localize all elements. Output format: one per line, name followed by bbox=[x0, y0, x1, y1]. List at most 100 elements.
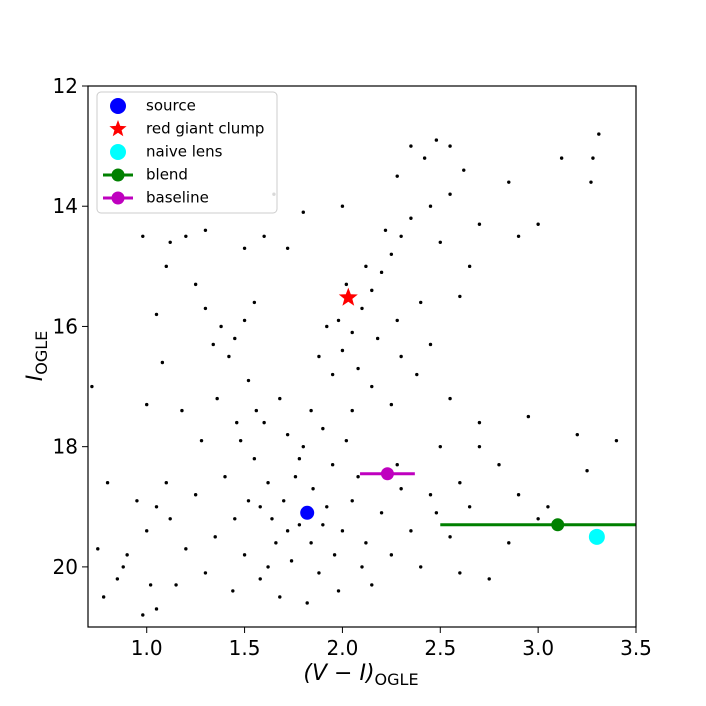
star-point bbox=[199, 438, 204, 443]
star-point bbox=[536, 517, 540, 521]
star-point bbox=[370, 384, 374, 389]
star-point bbox=[409, 144, 413, 148]
star-point bbox=[409, 216, 413, 220]
star-point bbox=[467, 264, 472, 269]
star-point bbox=[344, 282, 349, 287]
star-point bbox=[154, 505, 159, 509]
star-point bbox=[350, 408, 354, 413]
star-point bbox=[370, 288, 374, 293]
star-point bbox=[246, 378, 251, 383]
y-axis-label: IOGLE bbox=[23, 331, 51, 382]
star-point bbox=[309, 408, 313, 413]
y-tick-label: 20 bbox=[53, 555, 78, 579]
star-point bbox=[154, 607, 159, 611]
star-point bbox=[233, 336, 237, 341]
star-point bbox=[370, 583, 374, 587]
star-point bbox=[258, 505, 262, 509]
star-point bbox=[321, 426, 325, 431]
star-point bbox=[325, 324, 329, 329]
star-point bbox=[332, 553, 337, 557]
star-point bbox=[340, 348, 345, 353]
x-tick-label: 2.0 bbox=[327, 636, 359, 660]
star-point bbox=[344, 438, 349, 443]
star-point bbox=[321, 523, 325, 527]
ticks: 1.0 1.5 2.0 2.5 3.0 3.5 12 14 16 18 20 bbox=[53, 74, 652, 660]
star-point bbox=[419, 300, 423, 305]
star-point bbox=[409, 529, 413, 533]
star-point bbox=[278, 396, 282, 401]
star-point bbox=[462, 168, 466, 172]
star-point bbox=[399, 487, 403, 491]
star-point bbox=[507, 541, 511, 545]
axes-frame bbox=[87, 85, 637, 628]
star-point bbox=[325, 505, 329, 509]
star-point bbox=[448, 144, 452, 148]
star-point bbox=[428, 493, 433, 497]
star-point bbox=[274, 541, 278, 545]
star-point bbox=[293, 475, 298, 479]
star-point bbox=[350, 330, 354, 335]
star-point bbox=[227, 354, 231, 359]
star-point bbox=[297, 523, 302, 527]
star-point bbox=[168, 517, 172, 521]
star-point bbox=[591, 156, 595, 160]
star-point bbox=[160, 360, 165, 365]
errorbar-marker bbox=[380, 467, 394, 481]
star-point bbox=[184, 234, 188, 238]
x-tick-label: 1.0 bbox=[131, 636, 163, 660]
star-point bbox=[477, 222, 482, 226]
star-point bbox=[278, 595, 282, 599]
star-point bbox=[575, 432, 579, 437]
star-point bbox=[246, 499, 251, 503]
star-point bbox=[141, 613, 145, 617]
star-point bbox=[184, 547, 188, 551]
star-point bbox=[467, 505, 472, 509]
legend-label: source bbox=[146, 97, 196, 115]
legend-box bbox=[96, 91, 278, 214]
star-point bbox=[399, 354, 403, 359]
star-point bbox=[340, 529, 345, 533]
x-label-main: (V − I) bbox=[303, 661, 374, 686]
star-point bbox=[438, 444, 442, 449]
star-point bbox=[282, 499, 286, 503]
star-point bbox=[330, 372, 335, 377]
y-tick-label: 12 bbox=[53, 74, 78, 98]
star-point bbox=[383, 228, 388, 232]
star-point bbox=[285, 246, 290, 250]
star-point bbox=[507, 180, 511, 184]
star-point bbox=[301, 210, 305, 214]
star-point bbox=[242, 246, 247, 250]
star-point bbox=[285, 529, 290, 533]
star-point bbox=[448, 192, 452, 196]
star-point bbox=[546, 505, 550, 509]
star-point bbox=[154, 312, 159, 317]
star-point bbox=[516, 493, 521, 497]
x-tick-label: 1.5 bbox=[229, 636, 261, 660]
star-point bbox=[289, 559, 294, 563]
star-point bbox=[238, 438, 243, 443]
star-point bbox=[164, 481, 168, 485]
star-point bbox=[231, 589, 235, 593]
legend-label: naive lens bbox=[146, 143, 223, 161]
star-point bbox=[145, 529, 149, 533]
star-point bbox=[330, 463, 335, 467]
y-tick-label: 18 bbox=[53, 435, 78, 459]
star-point bbox=[148, 583, 153, 587]
y-label-sub: OGLE bbox=[32, 331, 51, 375]
plot-area bbox=[90, 132, 636, 617]
star-point bbox=[477, 444, 482, 449]
star-point bbox=[252, 300, 257, 305]
star-point bbox=[375, 336, 380, 341]
point-marker bbox=[588, 528, 605, 545]
star-point bbox=[135, 499, 139, 503]
y-tick-label: 14 bbox=[53, 194, 78, 218]
y-tick-label: 16 bbox=[53, 314, 78, 338]
x-label-sub: OGLE bbox=[375, 670, 419, 689]
star-point bbox=[395, 318, 399, 323]
star-point bbox=[141, 234, 145, 238]
legend-label: red giant clump bbox=[146, 120, 264, 138]
x-tick-label: 2.5 bbox=[424, 636, 456, 660]
point-marker bbox=[300, 505, 315, 520]
star-point bbox=[434, 511, 439, 515]
